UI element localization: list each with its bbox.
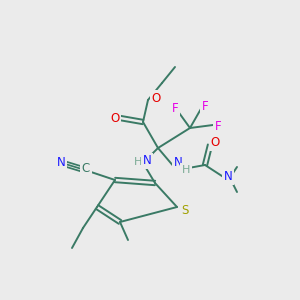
- Text: F: F: [172, 103, 178, 116]
- Text: N: N: [142, 154, 152, 167]
- Text: O: O: [210, 136, 220, 149]
- Text: O: O: [110, 112, 120, 124]
- Text: F: F: [202, 100, 208, 112]
- Text: S: S: [181, 205, 189, 218]
- Text: H: H: [134, 157, 142, 167]
- Text: N: N: [224, 170, 232, 184]
- Text: H: H: [182, 165, 190, 175]
- Text: F: F: [215, 119, 221, 133]
- Text: N: N: [57, 155, 65, 169]
- Text: O: O: [152, 92, 160, 104]
- Text: C: C: [82, 163, 90, 176]
- Text: N: N: [174, 157, 182, 169]
